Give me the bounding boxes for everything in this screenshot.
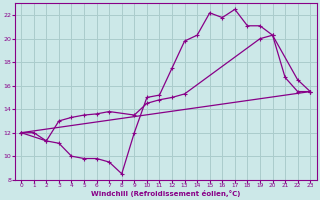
X-axis label: Windchill (Refroidissement éolien,°C): Windchill (Refroidissement éolien,°C) [91,190,240,197]
